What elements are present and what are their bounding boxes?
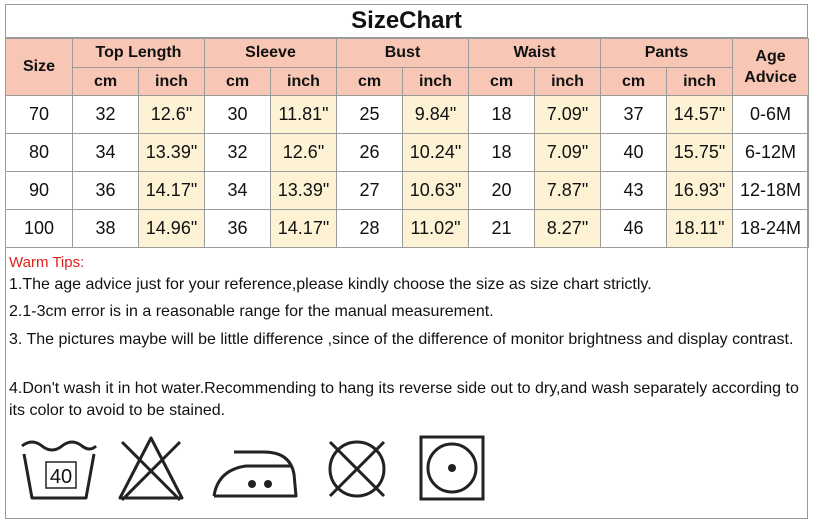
- pants-cm-cell: 43: [600, 171, 668, 210]
- top-length-inch-cell: 13.39": [138, 133, 205, 172]
- pants-inch-cell: 16.93": [666, 171, 734, 210]
- sleeve-cm-cell: 30: [204, 95, 271, 134]
- header-sleeve: Sleeve: [204, 38, 337, 68]
- unit-inch: inch: [533, 67, 602, 96]
- waist-cm-cell: 20: [468, 171, 535, 210]
- sleeve-cm-cell: 36: [204, 209, 271, 248]
- size-cell: 70: [5, 95, 73, 134]
- pants-inch-cell: 18.11": [666, 209, 734, 248]
- bust-inch-cell: 11.02": [402, 209, 469, 248]
- unit-inch: inch: [138, 67, 205, 96]
- size-cell: 90: [5, 171, 73, 210]
- waist-cm-cell: 18: [468, 133, 535, 172]
- unit-inch: inch: [666, 67, 734, 96]
- pants-cm-cell: 46: [600, 209, 668, 248]
- unit-cm: cm: [336, 67, 403, 96]
- sleeve-inch-cell: 12.6": [270, 133, 337, 172]
- sleeve-inch-cell: 14.17": [270, 209, 337, 248]
- unit-cm: cm: [72, 67, 139, 96]
- header-bust: Bust: [336, 38, 469, 68]
- care-icons: 40: [0, 430, 816, 520]
- pants-cm-cell: 40: [600, 133, 668, 172]
- bust-cm-cell: 25: [336, 95, 403, 134]
- header-pants: Pants: [600, 38, 734, 68]
- top-length-cm-cell: 34: [72, 133, 139, 172]
- waist-inch-cell: 7.87": [533, 171, 602, 210]
- bust-inch-cell: 10.24": [402, 133, 469, 172]
- wash-40-icon: 40: [18, 434, 100, 504]
- top-length-cm-cell: 38: [72, 209, 139, 248]
- sleeve-cm-cell: 34: [204, 171, 271, 210]
- top-length-cm-cell: 36: [72, 171, 139, 210]
- unit-cm: cm: [468, 67, 535, 96]
- sleeve-cm-cell: 32: [204, 133, 271, 172]
- age-advice-cell: 12-18M: [732, 171, 810, 210]
- pants-inch-cell: 15.75": [666, 133, 734, 172]
- header-age-line2: Advice: [744, 69, 797, 86]
- warm-tips: Warm Tips: 1.The age advice just for you…: [9, 252, 804, 422]
- unit-cm: cm: [600, 67, 668, 96]
- unit-cm: cm: [204, 67, 271, 96]
- bust-cm-cell: 26: [336, 133, 403, 172]
- bust-cm-cell: 28: [336, 209, 403, 248]
- no-bleach-icon: [116, 434, 186, 504]
- top-length-inch-cell: 14.96": [138, 209, 205, 248]
- wash-temp-label: 40: [50, 466, 72, 488]
- top-length-inch-cell: 14.17": [138, 171, 205, 210]
- waist-cm-cell: 18: [468, 95, 535, 134]
- table-row: 90 36 14.17" 34 13.39" 27 10.63" 20 7.87…: [5, 171, 810, 210]
- unit-inch: inch: [402, 67, 469, 96]
- waist-inch-cell: 7.09": [533, 133, 602, 172]
- top-length-cm-cell: 32: [72, 95, 139, 134]
- waist-inch-cell: 8.27": [533, 209, 602, 248]
- unit-inch: inch: [270, 67, 337, 96]
- size-cell: 80: [5, 133, 73, 172]
- pants-inch-cell: 14.57": [666, 95, 734, 134]
- header-age-line1: Age: [755, 48, 786, 65]
- tip-item: 4.Don't wash it in hot water.Recommendin…: [9, 380, 799, 419]
- iron-medium-icon: [206, 434, 300, 504]
- bust-inch-cell: 10.63": [402, 171, 469, 210]
- tip-item: 1.The age advice just for your reference…: [9, 276, 652, 293]
- bust-cm-cell: 27: [336, 171, 403, 210]
- waist-inch-cell: 7.09": [533, 95, 602, 134]
- age-advice-cell: 18-24M: [732, 209, 810, 248]
- pants-cm-cell: 37: [600, 95, 668, 134]
- table-row: 100 38 14.96" 36 14.17" 28 11.02" 21 8.2…: [5, 209, 810, 248]
- table-row: 70 32 12.6" 30 11.81" 25 9.84" 18 7.09" …: [5, 95, 810, 134]
- header-top-length: Top Length: [72, 38, 205, 68]
- tip-item: 3. The pictures maybe will be little dif…: [9, 331, 794, 348]
- table-row: 80 34 13.39" 32 12.6" 26 10.24" 18 7.09"…: [5, 133, 810, 172]
- header-size: Size: [5, 38, 73, 96]
- chart-title: SizeChart: [5, 4, 808, 38]
- top-length-inch-cell: 12.6": [138, 95, 205, 134]
- sleeve-inch-cell: 11.81": [270, 95, 337, 134]
- warm-tips-heading: Warm Tips:: [9, 254, 85, 271]
- no-dry-clean-icon: [322, 434, 392, 504]
- bust-inch-cell: 9.84": [402, 95, 469, 134]
- age-advice-cell: 0-6M: [732, 95, 810, 134]
- size-table: Size Top Length Sleeve Bust Waist Pants …: [5, 38, 810, 248]
- header-age-advice: Age Advice: [732, 38, 810, 96]
- size-chart-frame: [5, 4, 808, 519]
- waist-cm-cell: 21: [468, 209, 535, 248]
- sleeve-inch-cell: 13.39": [270, 171, 337, 210]
- age-advice-cell: 6-12M: [732, 133, 810, 172]
- header-waist: Waist: [467, 38, 602, 68]
- size-cell: 100: [5, 209, 73, 248]
- tumble-dry-icon: [418, 434, 488, 504]
- tip-item: 2.1-3cm error is in a reasonable range f…: [9, 303, 494, 320]
